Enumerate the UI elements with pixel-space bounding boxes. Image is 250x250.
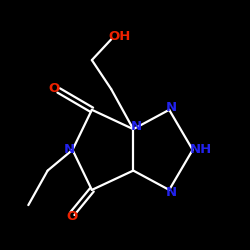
Text: N: N — [166, 100, 177, 114]
Text: OH: OH — [109, 30, 131, 43]
Text: NH: NH — [189, 143, 212, 156]
Text: N: N — [64, 143, 75, 156]
Text: N: N — [130, 120, 141, 134]
Text: N: N — [166, 186, 177, 199]
Text: O: O — [48, 82, 59, 95]
Text: O: O — [66, 210, 78, 223]
